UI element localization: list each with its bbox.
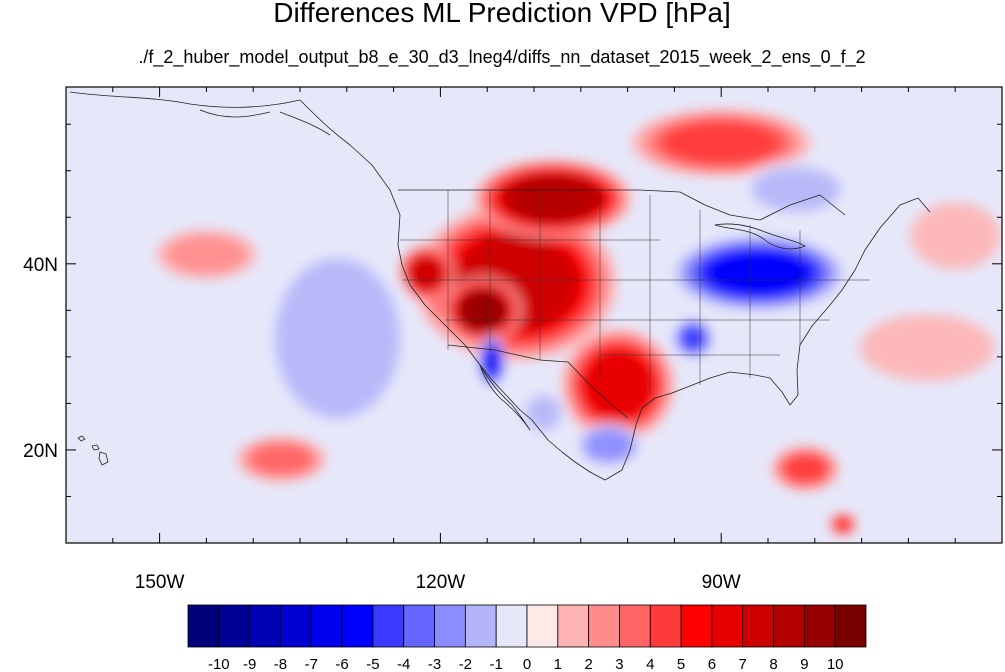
colorbar-swatch bbox=[526, 604, 559, 648]
axis-ticks bbox=[66, 87, 1002, 543]
colorbar-swatch bbox=[372, 604, 405, 648]
colorbar-label: -3 bbox=[428, 656, 441, 672]
field-region-atlantic-positive bbox=[859, 314, 995, 382]
colorbar-label: -10 bbox=[208, 656, 230, 672]
colorbar-label: 9 bbox=[800, 656, 808, 672]
colorbar-label: 8 bbox=[769, 656, 777, 672]
colorbar-swatch bbox=[249, 604, 281, 648]
colorbar-swatch bbox=[680, 604, 713, 648]
colorbar-swatch bbox=[341, 604, 374, 648]
field-region-texas-mexico-positive bbox=[583, 350, 653, 420]
colorbar-swatch bbox=[803, 604, 836, 648]
lat-tick-label: 40N bbox=[23, 255, 58, 276]
colorbar-label: 2 bbox=[584, 656, 592, 672]
colorbar-label: -8 bbox=[274, 656, 287, 672]
colorbar: -10 -9 -8 -7 -6 -5 -4 -3 -2 -1 0 1 2 3 4 5 6 7 8 9 10 bbox=[187, 604, 867, 672]
coastlines bbox=[69, 91, 931, 481]
colorbar-label: -2 bbox=[459, 656, 472, 672]
field-region-montana-positive bbox=[506, 175, 599, 222]
field-region-canada-positive bbox=[661, 120, 782, 166]
alaska-coastline bbox=[69, 91, 331, 136]
colorbar-swatch bbox=[403, 604, 435, 648]
island-outline bbox=[77, 435, 86, 442]
figure-subtitle: ./f_2_huber_model_output_b8_e_30_d3_lneg… bbox=[138, 47, 865, 68]
field-region-central-pacific-positive bbox=[165, 234, 247, 275]
field-region-hudson-bay-negative bbox=[751, 167, 842, 212]
colorbar-label: -7 bbox=[305, 656, 318, 672]
field-region-pacific-negative bbox=[274, 257, 401, 419]
colorbar-label: 4 bbox=[646, 656, 654, 672]
colorbar-label: 3 bbox=[615, 656, 623, 672]
field-region-california-coast-positive bbox=[409, 256, 444, 290]
island-outline bbox=[91, 444, 100, 451]
colorbar-swatch bbox=[280, 604, 312, 648]
map-plot-area: 40N 20N 150W 120W 90W bbox=[23, 86, 1003, 593]
field-region-central-mexico-negative bbox=[584, 429, 633, 462]
axis-labels: 40N 20N 150W 120W 90W bbox=[23, 255, 741, 593]
colorbar-label: 6 bbox=[708, 656, 716, 672]
colorbar-swatch bbox=[649, 604, 682, 648]
colorbar-swatch bbox=[773, 604, 805, 648]
figure-title: Differences ML Prediction VPD [hPa] bbox=[273, 0, 731, 28]
colorbar-swatch bbox=[495, 604, 528, 648]
colorbar-swatch bbox=[619, 604, 651, 648]
colorbar-swatch bbox=[434, 604, 466, 648]
colorbar-label: -1 bbox=[490, 656, 503, 672]
colorbar-label: -4 bbox=[397, 656, 410, 672]
us-mexico-border bbox=[447, 344, 629, 419]
north-america-coastline bbox=[299, 99, 931, 481]
colorbar-label: 7 bbox=[739, 656, 747, 672]
field-region-southwest-strong-positive bbox=[459, 290, 506, 330]
colorbar-swatch bbox=[187, 604, 220, 648]
colorbar-label: 10 bbox=[827, 656, 844, 672]
great-lakes-outline bbox=[714, 223, 806, 250]
colorbar-label: -6 bbox=[335, 656, 348, 672]
baja-peninsula-coastline bbox=[479, 364, 531, 431]
state-borders bbox=[400, 190, 870, 395]
lat-tick-label: 20N bbox=[23, 441, 58, 462]
colorbar-swatch bbox=[464, 604, 497, 648]
colorbar-swatch bbox=[711, 604, 744, 648]
colorbar-swatch bbox=[557, 604, 590, 648]
island-outline bbox=[98, 451, 109, 466]
colorbar-swatch bbox=[588, 604, 620, 648]
colorbar-label: -5 bbox=[366, 656, 379, 672]
field-region-arkansas-negative bbox=[680, 325, 706, 352]
colorbar-swatch bbox=[834, 604, 867, 648]
field-region-ohio-valley-negative bbox=[703, 249, 814, 298]
colorbar-swatch bbox=[218, 604, 251, 648]
field-region-caribbean-south-positive bbox=[834, 517, 852, 532]
colorbar-label: -9 bbox=[243, 656, 256, 672]
colorbar-swatch bbox=[310, 604, 343, 648]
hawaiian-islands bbox=[77, 435, 109, 466]
colorbar-label: 1 bbox=[554, 656, 562, 672]
lon-tick-label: 120W bbox=[416, 572, 466, 593]
field-region-atlantic-north-positive bbox=[910, 202, 1001, 270]
field-region-caribbean-positive bbox=[782, 453, 828, 484]
colorbar-label: 0 bbox=[523, 656, 531, 672]
field-region-baja-negative bbox=[483, 346, 500, 377]
field-region-sea-of-cortez-negative bbox=[525, 394, 562, 431]
field-region-pacific-high-positive bbox=[249, 443, 314, 476]
us-canada-border bbox=[398, 189, 846, 221]
colorbar-label: 5 bbox=[677, 656, 685, 672]
vpd-field-layer bbox=[155, 109, 1001, 536]
lon-tick-label: 90W bbox=[702, 572, 741, 593]
map-frame bbox=[65, 86, 1003, 544]
lon-tick-label: 150W bbox=[135, 572, 185, 593]
colorbar-swatch bbox=[742, 604, 774, 648]
